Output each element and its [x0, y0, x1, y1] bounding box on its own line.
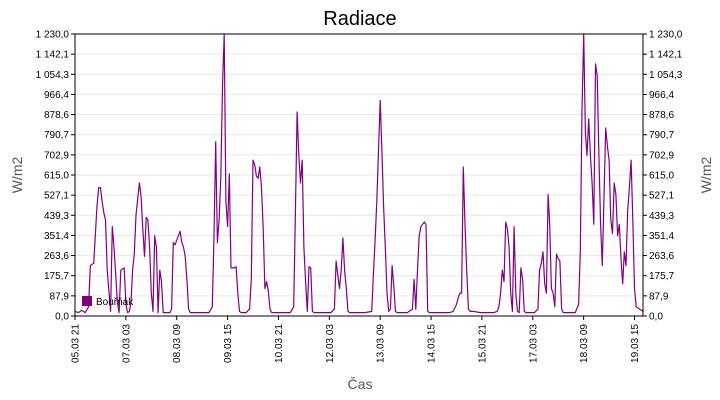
y-axis-label-right: W/m2 [698, 157, 714, 194]
y-tick-label: 878,6 [44, 110, 69, 121]
y-tick-label: 966,4 [649, 90, 674, 101]
y-axis-right: 0,0 87,9 175,7 263,6 351,4 439,3 527,1 615,0 702… [643, 30, 683, 323]
x-tick-label: 18.03 09 [579, 324, 590, 363]
y-tick-label: 1 054,3 [649, 70, 683, 81]
x-tick-label: 05.03 21 [71, 324, 82, 363]
y-tick-label: 87,9 [50, 291, 70, 302]
y-tick-label: 87,9 [649, 291, 669, 302]
y-tick-label: 790,7 [44, 130, 69, 141]
y-tick-label: 527,1 [44, 191, 69, 202]
x-tick-label: 14.03 15 [427, 324, 438, 363]
y-tick-label: 439,3 [649, 211, 674, 222]
x-tick-label: 13.03 09 [376, 324, 387, 363]
y-axis-label-left: W/m2 [9, 157, 25, 194]
x-tick-label: 09.03 15 [223, 324, 234, 363]
y-tick-label: 439,3 [44, 211, 69, 222]
grid-lines [75, 53, 643, 297]
y-tick-label: 0,0 [55, 312, 69, 323]
legend: Bouřňák [82, 296, 134, 308]
x-tick-label: 12.03 03 [325, 324, 336, 363]
y-tick-label: 1 142,1 [36, 50, 70, 61]
y-tick-label: 263,6 [649, 251, 674, 262]
x-axis-label: Čas [348, 376, 373, 392]
y-tick-label: 615,0 [649, 171, 674, 182]
x-tick-label: 10.03 21 [274, 324, 285, 363]
y-tick-label: 263,6 [44, 251, 69, 262]
y-tick-label: 1 054,3 [36, 70, 70, 81]
x-tick-label: 08.03 09 [172, 324, 183, 363]
x-tick-label: 17.03 03 [528, 324, 539, 363]
x-axis: 05.03 21 07.03 03 08.03 09 09.03 15 10.03 21… [71, 316, 641, 363]
y-tick-label: 527,1 [649, 191, 674, 202]
chart-title: Radiace [323, 8, 396, 30]
series-line [74, 33, 644, 314]
x-tick-label: 07.03 03 [121, 324, 132, 363]
x-tick-label: 19.03 15 [630, 324, 641, 363]
y-tick-label: 615,0 [44, 171, 69, 182]
y-axis-left: 0,0 87,9 175,7 263,6 351,4 439,3 527,1 615,0 702… [36, 30, 75, 323]
x-tick-label: 15.03 21 [477, 324, 488, 363]
series-layer [74, 33, 644, 314]
y-tick-label: 1 142,1 [649, 50, 683, 61]
y-tick-label: 175,7 [44, 271, 69, 282]
y-tick-label: 702,9 [649, 150, 674, 161]
legend-label: Bouřňák [96, 297, 134, 308]
y-tick-label: 966,4 [44, 90, 69, 101]
y-tick-label: 702,9 [44, 150, 69, 161]
y-tick-label: 878,6 [649, 110, 674, 121]
legend-swatch [82, 296, 92, 306]
y-tick-label: 790,7 [649, 130, 674, 141]
y-tick-label: 1 230,0 [36, 30, 70, 41]
y-tick-label: 175,7 [649, 271, 674, 282]
y-tick-label: 1 230,0 [649, 30, 683, 41]
y-tick-label: 0,0 [649, 312, 663, 323]
y-tick-label: 351,4 [44, 231, 69, 242]
y-tick-label: 351,4 [649, 231, 674, 242]
